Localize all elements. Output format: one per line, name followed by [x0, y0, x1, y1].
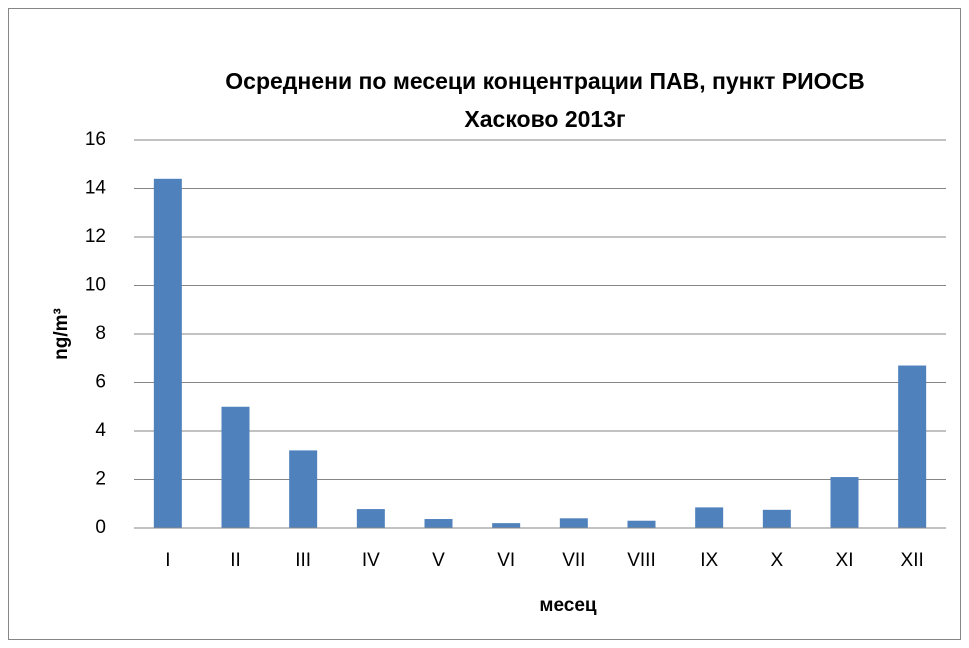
y-tick-label: 6	[95, 372, 106, 393]
x-tick-label: X	[770, 550, 783, 571]
y-tick-label: 2	[95, 469, 106, 490]
bar	[356, 509, 385, 528]
y-tick-label: 4	[95, 420, 106, 441]
x-tick-label: XI	[836, 550, 854, 571]
bar	[762, 509, 791, 528]
bar	[830, 477, 859, 528]
bar	[695, 507, 724, 528]
x-tick-label: VI	[497, 550, 515, 571]
x-tick-label: I	[165, 550, 170, 571]
x-tick-label: V	[432, 550, 445, 571]
bar	[559, 518, 588, 528]
bar	[627, 520, 656, 528]
x-tick-label: VIII	[627, 550, 656, 571]
y-tick-label: 0	[95, 517, 106, 538]
x-tick-label: IX	[700, 550, 718, 571]
y-tick-label: 8	[95, 323, 106, 344]
y-tick-label: 14	[85, 178, 107, 199]
y-tick-label: 12	[85, 226, 106, 247]
y-tick-label: 10	[85, 275, 106, 296]
bar	[221, 406, 250, 528]
y-axis-label: ng/m³	[51, 308, 72, 360]
y-tick-label: 16	[85, 129, 106, 150]
x-tick-label: VII	[562, 550, 585, 571]
bar	[289, 450, 318, 528]
bar	[898, 365, 927, 528]
chart-title: Осреднени по месеци концентрации ПАВ, пу…	[225, 68, 865, 132]
x-tick-label: XII	[901, 550, 924, 571]
x-tick-label: III	[295, 550, 311, 571]
bar	[424, 519, 453, 528]
bar	[492, 523, 521, 528]
bar	[153, 178, 182, 529]
x-tick-label: IV	[362, 550, 380, 571]
x-axis-label: месец	[539, 595, 597, 616]
x-tick-label: II	[230, 550, 241, 571]
